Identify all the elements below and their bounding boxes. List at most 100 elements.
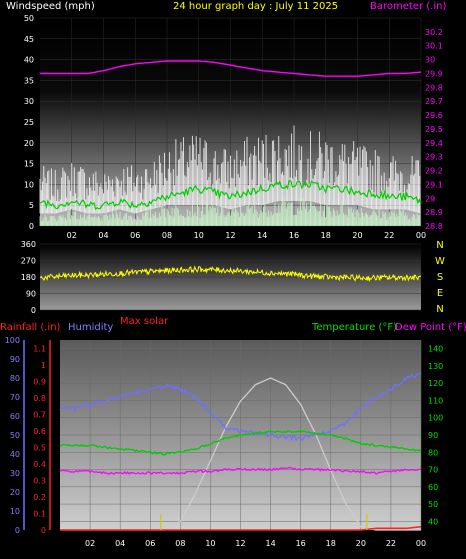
wind-tick-label: 20 [24, 139, 34, 148]
wind-x-tick-label: 06 [130, 231, 140, 240]
compass-letter: W [435, 256, 445, 267]
humidity-tick-label: 60 [10, 412, 20, 421]
humidity-tick-label: 10 [10, 507, 20, 516]
rain-tick-label: 0.2 [33, 493, 46, 502]
temperature-tick-label: 140 [428, 345, 443, 354]
temperature-title: Temperature (°F) [311, 322, 397, 333]
wind-tick-label: 15 [24, 160, 34, 169]
climate-x-tick-label: 00 [416, 539, 426, 548]
wind-x-tick-label: 08 [162, 231, 172, 240]
wind-tick-label: 45 [24, 35, 34, 44]
wind-x-tick-label: 00 [416, 231, 426, 240]
temperature-tick-label: 50 [428, 500, 438, 509]
climate-x-tick-label: 12 [235, 539, 245, 548]
humidity-tick-label: 90 [10, 355, 20, 364]
direction-y-axis-labels: 0 90 180 270 360 [21, 240, 36, 315]
wind-y-axis-labels: 0 5 10 15 20 25 30 35 40 45 50 [24, 14, 34, 231]
rain-tick-label: 0.8 [33, 394, 46, 403]
barometer-tick-label: 29.4 [425, 139, 443, 148]
temperature-tick-label: 70 [428, 466, 438, 475]
temperature-tick-label: 130 [428, 362, 443, 371]
climate-x-tick-label: 06 [145, 539, 155, 548]
rain-tick-label: 0.9 [33, 377, 46, 386]
temperature-tick-label: 100 [428, 414, 443, 423]
wind-tick-label: 0 [29, 222, 34, 231]
rainfall-line [60, 525, 422, 531]
rain-tick-label: 0.4 [33, 460, 46, 469]
direction-tick-label: 90 [26, 290, 36, 299]
compass-letter: S [437, 272, 443, 283]
climate-panel-series [59, 372, 422, 531]
wind-x-tick-label: 22 [384, 231, 394, 240]
temperature-line [59, 430, 422, 456]
direction-tick-label: 0 [31, 306, 36, 315]
barometer-tick-label: 29.3 [425, 153, 443, 162]
humidity-tick-label: 20 [10, 488, 20, 497]
wind-x-tick-label: 16 [289, 231, 299, 240]
barometer-title: Barometer (.in) [370, 1, 446, 12]
direction-panel-series [39, 265, 422, 283]
wind-tick-label: 10 [24, 180, 34, 189]
wind-x-tick-label: 10 [194, 231, 204, 240]
dew-point-line [59, 466, 422, 475]
rain-y-axis-labels: 0 0.1 0.2 0.3 0.4 0.5 0.6 0.7 0.8 0.9 1 1.1 [33, 340, 51, 535]
humidity-tick-label: 50 [10, 431, 20, 440]
barometer-tick-label: 29.8 [425, 83, 443, 92]
rainfall-title: Rainfall (.in) [0, 322, 61, 333]
barometer-tick-label: 28.9 [425, 208, 443, 217]
climate-x-tick-label: 04 [115, 539, 125, 548]
wind-x-tick-label: 14 [257, 231, 267, 240]
barometer-tick-label: 30.1 [425, 42, 443, 51]
rain-tick-label: 0.6 [33, 427, 46, 436]
rain-tick-label: 0.3 [33, 476, 46, 485]
barometer-tick-label: 28.8 [425, 222, 443, 231]
wind-x-tick-label: 04 [98, 231, 108, 240]
direction-tick-label: 180 [21, 273, 36, 282]
temperature-y-axis-labels: 40 50 60 70 80 90 100 110 120 130 140 [428, 345, 443, 527]
barometer-line [40, 60, 422, 77]
wind-panel-series [39, 60, 422, 226]
wind-x-axis-labels: 02 04 06 08 10 12 14 16 18 20 22 00 [67, 231, 426, 240]
climate-x-tick-label: 20 [356, 539, 366, 548]
humidity-tick-label: 70 [10, 393, 20, 402]
wind-x-tick-label: 20 [352, 231, 362, 240]
climate-x-tick-label: 02 [85, 539, 95, 548]
wind-x-tick-label: 12 [225, 231, 235, 240]
humidity-tick-label: 80 [10, 374, 20, 383]
barometer-tick-label: 29 [425, 194, 435, 203]
chart-title: 24 hour graph day : July 11 2025 [173, 1, 338, 12]
wind-tick-label: 30 [24, 97, 34, 106]
compass-letter: E [437, 288, 443, 299]
humidity-tick-label: 0 [15, 526, 20, 535]
wind-tick-label: 40 [24, 56, 34, 65]
climate-x-axis-labels: 02 04 06 08 10 12 14 16 18 20 22 00 [85, 539, 426, 548]
temperature-tick-label: 80 [428, 448, 438, 457]
barometer-tick-label: 29.7 [425, 97, 443, 106]
dew-point-title: Dew Point (°F) [395, 322, 466, 333]
humidity-line [59, 372, 422, 442]
wind-x-tick-label: 02 [67, 231, 77, 240]
climate-x-tick-label: 10 [205, 539, 215, 548]
wind-average-line [39, 180, 422, 211]
humidity-title: Humidity [68, 322, 113, 333]
barometer-tick-label: 29.5 [425, 125, 443, 134]
max-solar-title: Max solar [120, 316, 169, 327]
temperature-tick-label: 60 [428, 483, 438, 492]
climate-x-tick-label: 18 [326, 539, 336, 548]
barometer-tick-label: 30.2 [425, 28, 443, 37]
humidity-tick-label: 100 [5, 336, 20, 345]
climate-x-tick-label: 08 [175, 539, 185, 548]
barometer-tick-label: 29.1 [425, 180, 443, 189]
wind-tick-label: 50 [24, 14, 34, 23]
wind-x-tick-label: 18 [321, 231, 331, 240]
compass-letter: N [436, 304, 443, 315]
humidity-y-axis-labels: 0 10 20 30 40 50 60 70 80 90 100 [5, 336, 25, 535]
humidity-tick-label: 30 [10, 469, 20, 478]
barometer-y-axis-labels: 28.8 28.9 29 29.1 29.2 29.3 29.4 29.5 29.6 29.7 29… [425, 28, 443, 231]
climate-x-tick-label: 16 [296, 539, 306, 548]
rain-tick-label: 1.1 [33, 344, 46, 353]
direction-panel-grid [40, 243, 421, 311]
